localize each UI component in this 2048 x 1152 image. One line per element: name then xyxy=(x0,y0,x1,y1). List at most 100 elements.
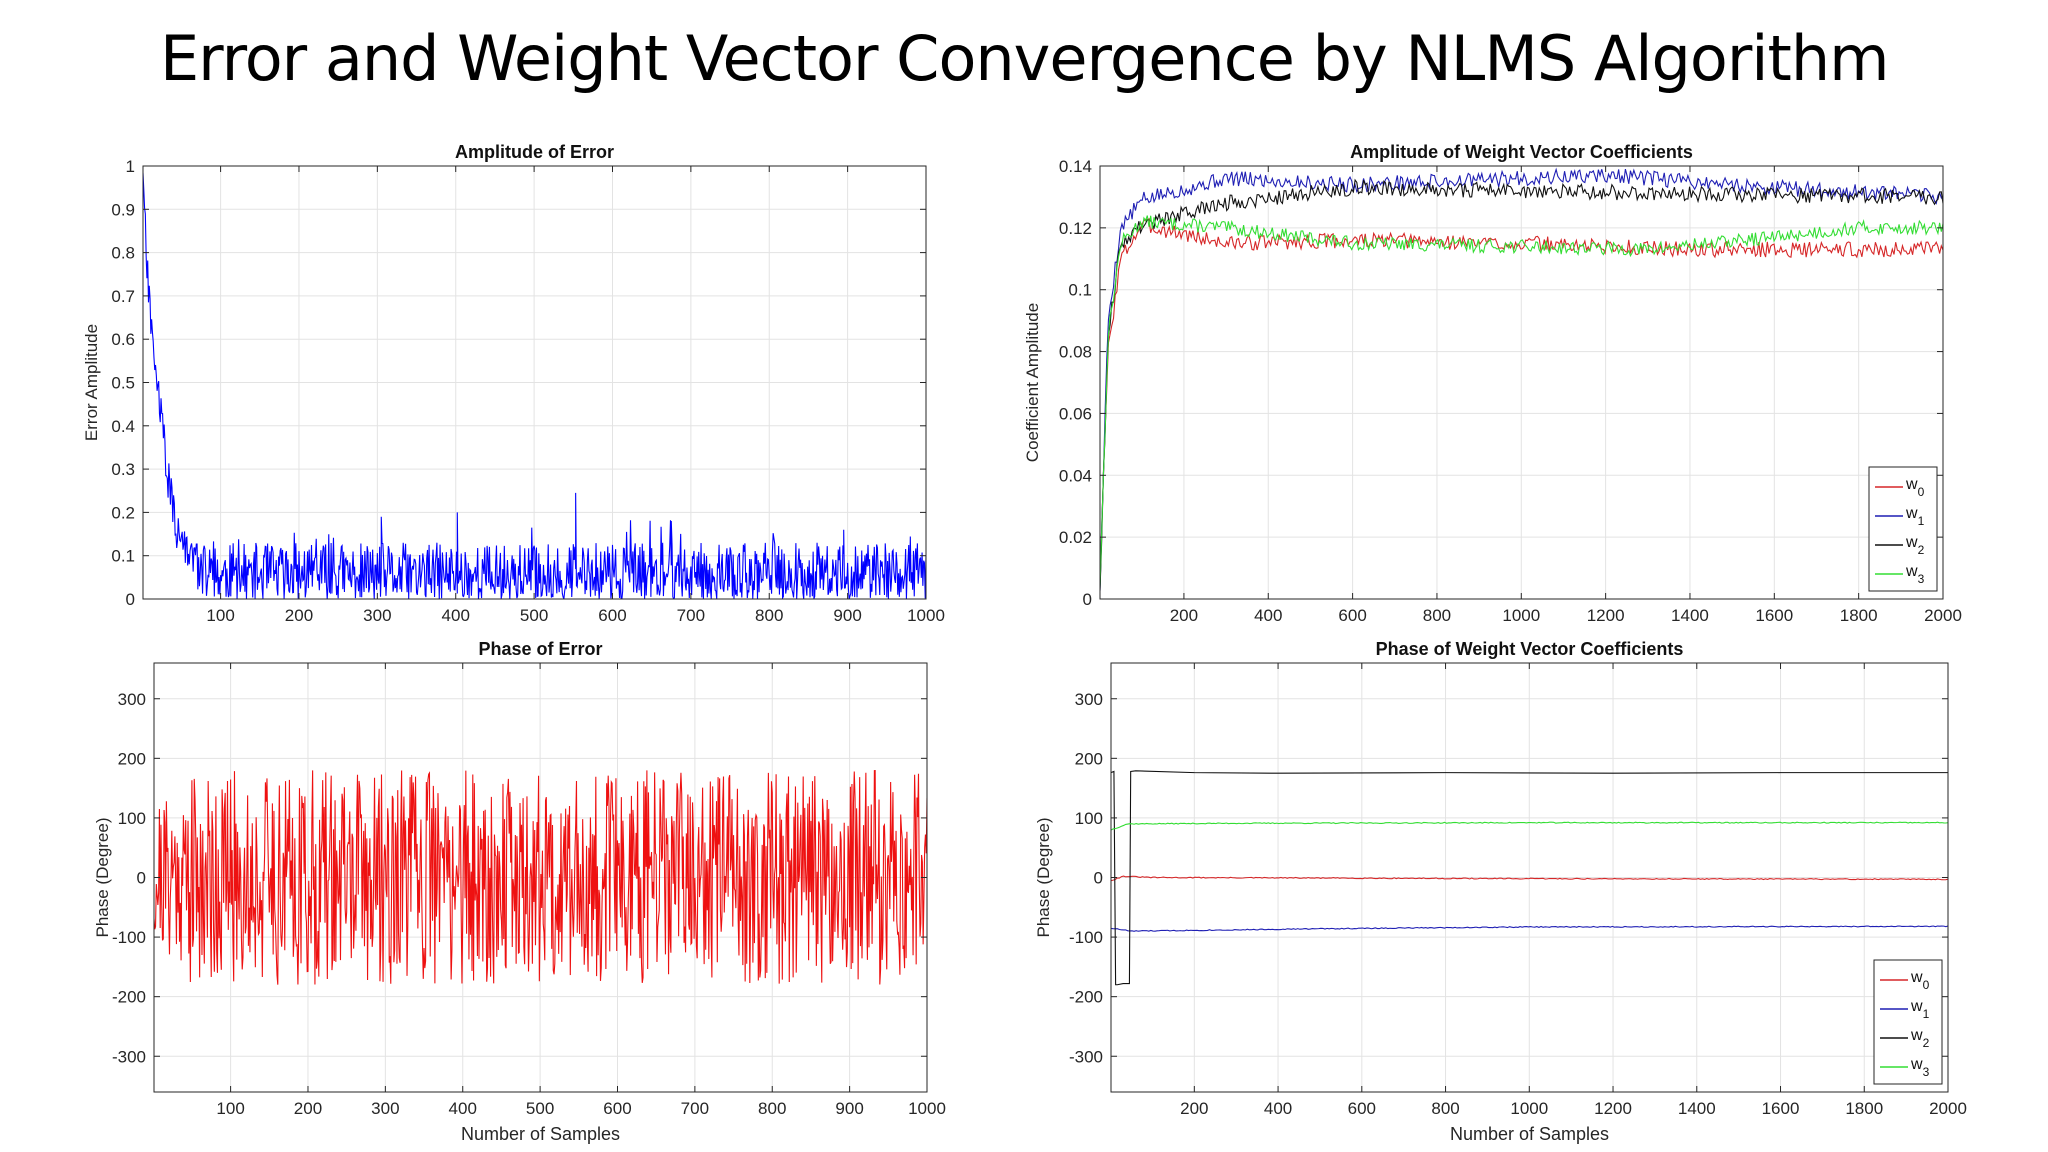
x-tick-label: 700 xyxy=(677,606,705,625)
x-tick-label: 500 xyxy=(526,1099,554,1118)
x-tick-label: 1000 xyxy=(1510,1099,1548,1118)
series-line-w3 xyxy=(1100,215,1943,588)
x-tick-label: 200 xyxy=(285,606,313,625)
legend-label-w1: w1 xyxy=(1910,998,1930,1021)
y-tick-label: 200 xyxy=(1075,749,1103,768)
legend-label-w1: w1 xyxy=(1905,505,1925,528)
x-tick-label: 600 xyxy=(1338,606,1366,625)
x-tick-label: 100 xyxy=(216,1099,244,1118)
y-tick-label: 100 xyxy=(1075,809,1103,828)
series-line-w0 xyxy=(1100,217,1943,582)
x-tick-label: 800 xyxy=(755,606,783,625)
x-tick-label: 400 xyxy=(1264,1099,1292,1118)
x-tick-label: 200 xyxy=(1170,606,1198,625)
x-tick-label: 400 xyxy=(442,606,470,625)
series-line-w1 xyxy=(1100,167,1943,591)
legend-label-w2: w2 xyxy=(1905,534,1925,557)
chart-title: Amplitude of Error xyxy=(455,142,614,162)
y-tick-label: 200 xyxy=(118,749,146,768)
y-tick-label: -100 xyxy=(112,928,146,947)
x-tick-label: 200 xyxy=(294,1099,322,1118)
x-tick-label: 1400 xyxy=(1671,606,1709,625)
x-tick-label: 700 xyxy=(681,1099,709,1118)
y-tick-label: -200 xyxy=(1069,988,1103,1007)
series-line-w2 xyxy=(1111,770,1948,986)
y-tick-label: 300 xyxy=(118,690,146,709)
y-tick-label: 100 xyxy=(118,809,146,828)
x-tick-label: 2000 xyxy=(1929,1099,1967,1118)
chart-phase-error: 100 200 300 400 500 600 700 800 900 1000-300-200-… xyxy=(93,639,946,1144)
chart-title: Phase of Weight Vector Coefficients xyxy=(1376,639,1684,659)
x-tick-label: 1800 xyxy=(1840,606,1878,625)
x-tick-label: 900 xyxy=(835,1099,863,1118)
x-tick-label: 1000 xyxy=(1502,606,1540,625)
x-tick-label: 600 xyxy=(598,606,626,625)
x-tick-label: 1000 xyxy=(908,1099,946,1118)
y-tick-label: 0.14 xyxy=(1059,157,1092,176)
chart-title: Phase of Error xyxy=(478,639,602,659)
y-axis-label: Phase (Degree) xyxy=(93,817,112,937)
y-tick-label: 0 xyxy=(1094,869,1103,888)
y-tick-label: -200 xyxy=(112,988,146,1007)
series-line-w2 xyxy=(1100,178,1943,591)
series-line-series-0 xyxy=(143,172,926,599)
y-tick-label: 0.1 xyxy=(1068,281,1092,300)
legend-box xyxy=(1868,466,1938,592)
x-tick-label: 1400 xyxy=(1678,1099,1716,1118)
legend: w0 w1 w2 w3 xyxy=(1868,466,1938,592)
y-axis-label: Error Amplitude xyxy=(82,324,101,441)
x-tick-label: 1200 xyxy=(1587,606,1625,625)
y-tick-label: 0 xyxy=(137,869,146,888)
y-tick-label: 0.3 xyxy=(111,460,135,479)
x-tick-label: 2000 xyxy=(1924,606,1962,625)
x-tick-label: 1800 xyxy=(1845,1099,1883,1118)
y-tick-label: 0 xyxy=(1083,590,1092,609)
x-tick-label: 500 xyxy=(520,606,548,625)
x-tick-label: 600 xyxy=(1348,1099,1376,1118)
y-tick-label: 0.6 xyxy=(111,330,135,349)
y-axis-label: Coefficient Amplitude xyxy=(1023,303,1042,462)
x-tick-label: 900 xyxy=(833,606,861,625)
x-tick-label: 200 xyxy=(1180,1099,1208,1118)
chart-title: Amplitude of Weight Vector Coefficients xyxy=(1350,142,1693,162)
x-tick-label: 400 xyxy=(1254,606,1282,625)
x-tick-label: 300 xyxy=(371,1099,399,1118)
legend-label-w0: w0 xyxy=(1910,969,1930,992)
y-tick-label: -300 xyxy=(112,1047,146,1066)
x-tick-label: 800 xyxy=(1431,1099,1459,1118)
y-tick-label: 0.7 xyxy=(111,287,135,306)
series-line-w0 xyxy=(1111,875,1948,882)
y-axis-label: Phase (Degree) xyxy=(1034,817,1053,937)
legend-label-w2: w2 xyxy=(1910,1027,1930,1050)
y-tick-label: 0.2 xyxy=(111,503,135,522)
y-tick-label: 0.8 xyxy=(111,244,135,263)
slide-title: Error and Weight Vector Convergence by N… xyxy=(160,22,1890,95)
y-tick-label: 0.04 xyxy=(1059,466,1092,485)
y-tick-label: 0.1 xyxy=(111,547,135,566)
x-axis-label: Number of Samples xyxy=(461,1124,620,1144)
x-tick-label: 1000 xyxy=(907,606,945,625)
y-tick-label: 0.08 xyxy=(1059,343,1092,362)
series-line-series-0 xyxy=(154,770,927,985)
series-line-w3 xyxy=(1111,821,1948,831)
y-tick-label: 0 xyxy=(126,590,135,609)
chart-phase-weights: 200 400 600 800 1000 1200 1400 1600 1800 2000-300… xyxy=(1034,639,1967,1144)
legend: w0 w1 w2 w3 xyxy=(1873,959,1943,1085)
chart-amp-error: 100 200 300 400 500 600 700 800 900 1000 0 0.1 0.2 0.… xyxy=(82,142,945,625)
x-axis-label: Number of Samples xyxy=(1450,1124,1609,1144)
y-tick-label: 0.4 xyxy=(111,417,135,436)
x-tick-label: 1600 xyxy=(1762,1099,1800,1118)
x-tick-label: 300 xyxy=(363,606,391,625)
x-tick-label: 800 xyxy=(758,1099,786,1118)
x-tick-label: 800 xyxy=(1423,606,1451,625)
y-tick-label: 0.12 xyxy=(1059,219,1092,238)
x-tick-label: 100 xyxy=(206,606,234,625)
legend-box xyxy=(1873,959,1943,1085)
x-tick-label: 1200 xyxy=(1594,1099,1632,1118)
y-tick-label: 0.9 xyxy=(111,200,135,219)
legend-label-w3: w3 xyxy=(1910,1056,1930,1079)
chart-amp-weights: 200 400 600 800 1000 1200 1400 1600 1800 2000 0 0.0… xyxy=(1023,142,1962,625)
y-tick-label: 0.5 xyxy=(111,374,135,393)
y-tick-label: 0.02 xyxy=(1059,528,1092,547)
